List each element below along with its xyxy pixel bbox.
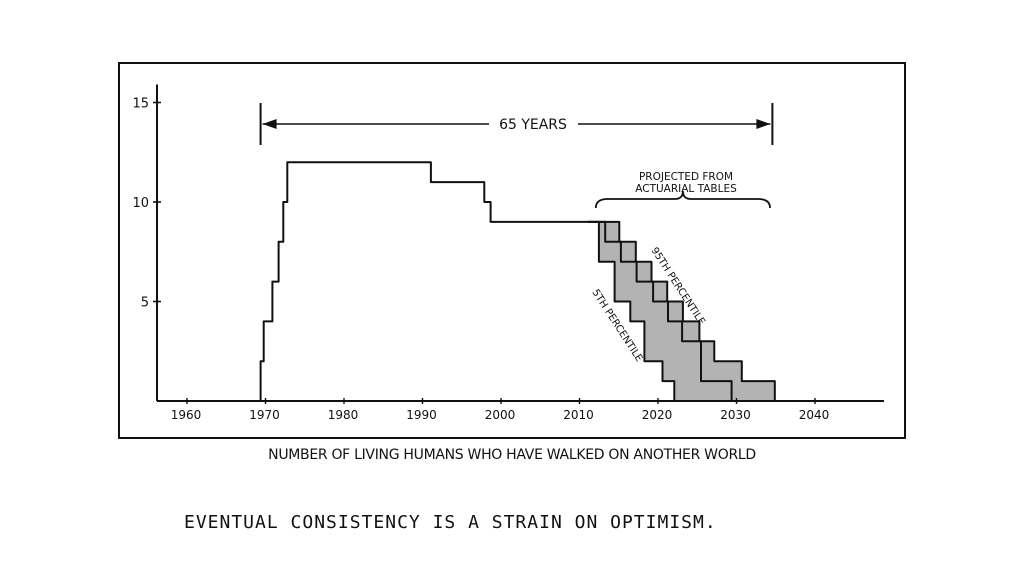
x-tick-label: 1980 — [328, 408, 359, 422]
x-tick-label: 1990 — [406, 408, 437, 422]
y-tick-label: 10 — [132, 196, 149, 211]
percentile-95-line — [587, 220, 776, 401]
x-tick-label: 2000 — [485, 408, 516, 422]
span-arrow-right — [756, 119, 771, 129]
comic-caption: EVENTUAL CONSISTENCY IS A STRAIN ON OPTI… — [184, 512, 717, 533]
chart-frame — [118, 62, 906, 439]
y-tick-label: 15 — [132, 97, 149, 112]
x-axis-label: NUMBER OF LIVING HUMANS WHO HAVE WALKED … — [268, 447, 756, 463]
median-line — [587, 220, 733, 401]
x-tick-label: 2010 — [563, 408, 594, 422]
y-tick-label: 5 — [141, 296, 149, 311]
x-tick-label: 1960 — [171, 408, 202, 422]
history-line — [259, 161, 588, 401]
projection-brace — [594, 190, 771, 209]
percentile-5-line — [587, 220, 676, 401]
projection-label-line-1: PROJECTED FROM — [639, 171, 733, 183]
x-tick-label: 2030 — [720, 408, 751, 422]
x-tick-label: 2020 — [642, 408, 673, 422]
x-tick-label: 1970 — [249, 408, 280, 422]
projection-label-line-2: ACTUARIAL TABLES — [635, 183, 737, 195]
projection-band — [587, 221, 775, 401]
span-label: 65 YEARS — [499, 117, 567, 133]
span-arrow-left — [262, 119, 277, 129]
x-tick-label: 2040 — [799, 408, 830, 422]
